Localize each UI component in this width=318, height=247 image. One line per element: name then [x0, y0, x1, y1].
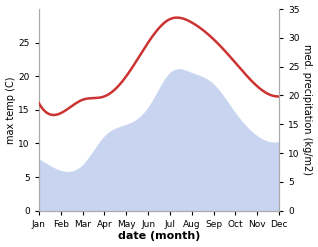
Y-axis label: max temp (C): max temp (C): [5, 76, 16, 144]
X-axis label: date (month): date (month): [118, 231, 200, 242]
Y-axis label: med. precipitation (kg/m2): med. precipitation (kg/m2): [302, 44, 313, 175]
